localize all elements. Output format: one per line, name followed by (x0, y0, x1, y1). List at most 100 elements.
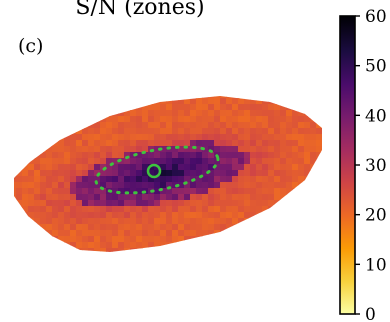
heatmap-cell (310, 122, 317, 129)
heatmap-cell (280, 104, 287, 111)
heatmap-cell (52, 134, 59, 141)
heatmap-cell (172, 104, 179, 111)
heatmap-cell (148, 164, 155, 171)
heatmap-cell (136, 116, 143, 123)
heatmap-cell (70, 230, 77, 237)
heatmap-cell (124, 110, 131, 117)
heatmap-cell (112, 194, 119, 201)
heatmap-cell (106, 218, 113, 225)
heatmap-cell (190, 236, 197, 243)
heatmap-cell (250, 152, 257, 159)
heatmap-cell (322, 158, 329, 165)
heatmap-cell (154, 206, 161, 213)
heatmap-cell (154, 96, 161, 99)
heatmap-cell (262, 212, 269, 219)
heatmap-cell (22, 200, 29, 207)
heatmap-cell (184, 194, 191, 201)
heatmap-cell (70, 176, 77, 183)
heatmap-cell (220, 122, 227, 129)
heatmap-cell (202, 116, 209, 123)
heatmap-cell (148, 218, 155, 225)
heatmap-cell (316, 164, 322, 171)
heatmap-cell (268, 170, 275, 177)
heatmap-cell (160, 128, 167, 135)
heatmap-cell (14, 188, 17, 195)
heatmap-cell (196, 140, 203, 147)
heatmap-cell (94, 140, 101, 147)
heatmap-cell (148, 170, 155, 177)
heatmap-cell (160, 98, 167, 105)
heatmap-cell (178, 152, 185, 159)
heatmap-cell (154, 134, 161, 141)
heatmap-cell (322, 134, 329, 141)
heatmap-cell (124, 224, 131, 231)
heatmap-cell (322, 188, 329, 195)
heatmap-cell (172, 194, 179, 201)
heatmap-cell (94, 176, 101, 183)
heatmap-cell (298, 128, 305, 135)
heatmap-cell (142, 128, 149, 135)
heatmap-cell (16, 146, 23, 153)
heatmap-cell (106, 194, 113, 201)
heatmap-cell (208, 146, 215, 153)
heatmap-cell (136, 200, 143, 207)
heatmap-cell (64, 152, 71, 159)
heatmap-cell (112, 122, 119, 129)
heatmap-cell (214, 176, 221, 183)
heatmap-cell (196, 116, 203, 123)
heatmap-cell (14, 140, 17, 147)
heatmap-cell (292, 170, 299, 177)
heatmap-cell (40, 248, 47, 252)
heatmap-cell (322, 164, 329, 171)
heatmap-cell (190, 248, 197, 252)
heatmap-cell (322, 92, 329, 99)
heatmap-cell (208, 170, 215, 177)
heatmap-cell (22, 236, 29, 243)
heatmap-cell (100, 200, 107, 207)
heatmap-cell (166, 188, 173, 195)
heatmap-cell (16, 110, 23, 117)
heatmap-cell (214, 248, 221, 252)
heatmap-cell (40, 194, 47, 201)
heatmap-cell (202, 96, 209, 99)
heatmap-cell (16, 164, 23, 171)
heatmap-cell (94, 188, 101, 195)
heatmap-cell (130, 96, 137, 99)
heatmap-cell (34, 182, 41, 189)
heatmap-cell (304, 134, 311, 141)
heatmap-cell (142, 134, 149, 141)
heatmap-cell (298, 122, 305, 129)
heatmap-cell (316, 134, 322, 141)
heatmap-cell (268, 242, 275, 249)
heatmap-cell (322, 254, 329, 261)
heatmap-cell (112, 134, 119, 141)
heatmap-cell (184, 218, 191, 225)
heatmap-cell (118, 206, 125, 213)
heatmap-cell (178, 128, 185, 135)
heatmap-cell (292, 200, 299, 207)
heatmap-cell (82, 104, 89, 111)
heatmap-cell (14, 242, 17, 249)
heatmap-cell (322, 170, 329, 177)
heatmap-cell (166, 98, 173, 105)
heatmap-cell (298, 200, 305, 207)
heatmap-cell (226, 170, 233, 177)
heatmap-cell (250, 96, 257, 99)
heatmap-cell (28, 158, 35, 165)
heatmap-cell (220, 116, 227, 123)
heatmap-cell (16, 206, 23, 213)
heatmap-cell (292, 110, 299, 117)
heatmap-cell (58, 164, 65, 171)
heatmap-cell (316, 212, 322, 219)
heatmap-cell (202, 254, 209, 261)
heatmap-cell (14, 152, 17, 159)
heatmap-cell (190, 224, 197, 231)
heatmap-cell (16, 170, 23, 177)
heatmap-cell (232, 236, 239, 243)
heatmap-cell (58, 254, 65, 261)
heatmap-cell (22, 206, 29, 213)
heatmap-cell (316, 170, 322, 177)
heatmap-cell (94, 254, 101, 261)
heatmap-cell (316, 188, 322, 195)
heatmap-cell (166, 96, 173, 99)
